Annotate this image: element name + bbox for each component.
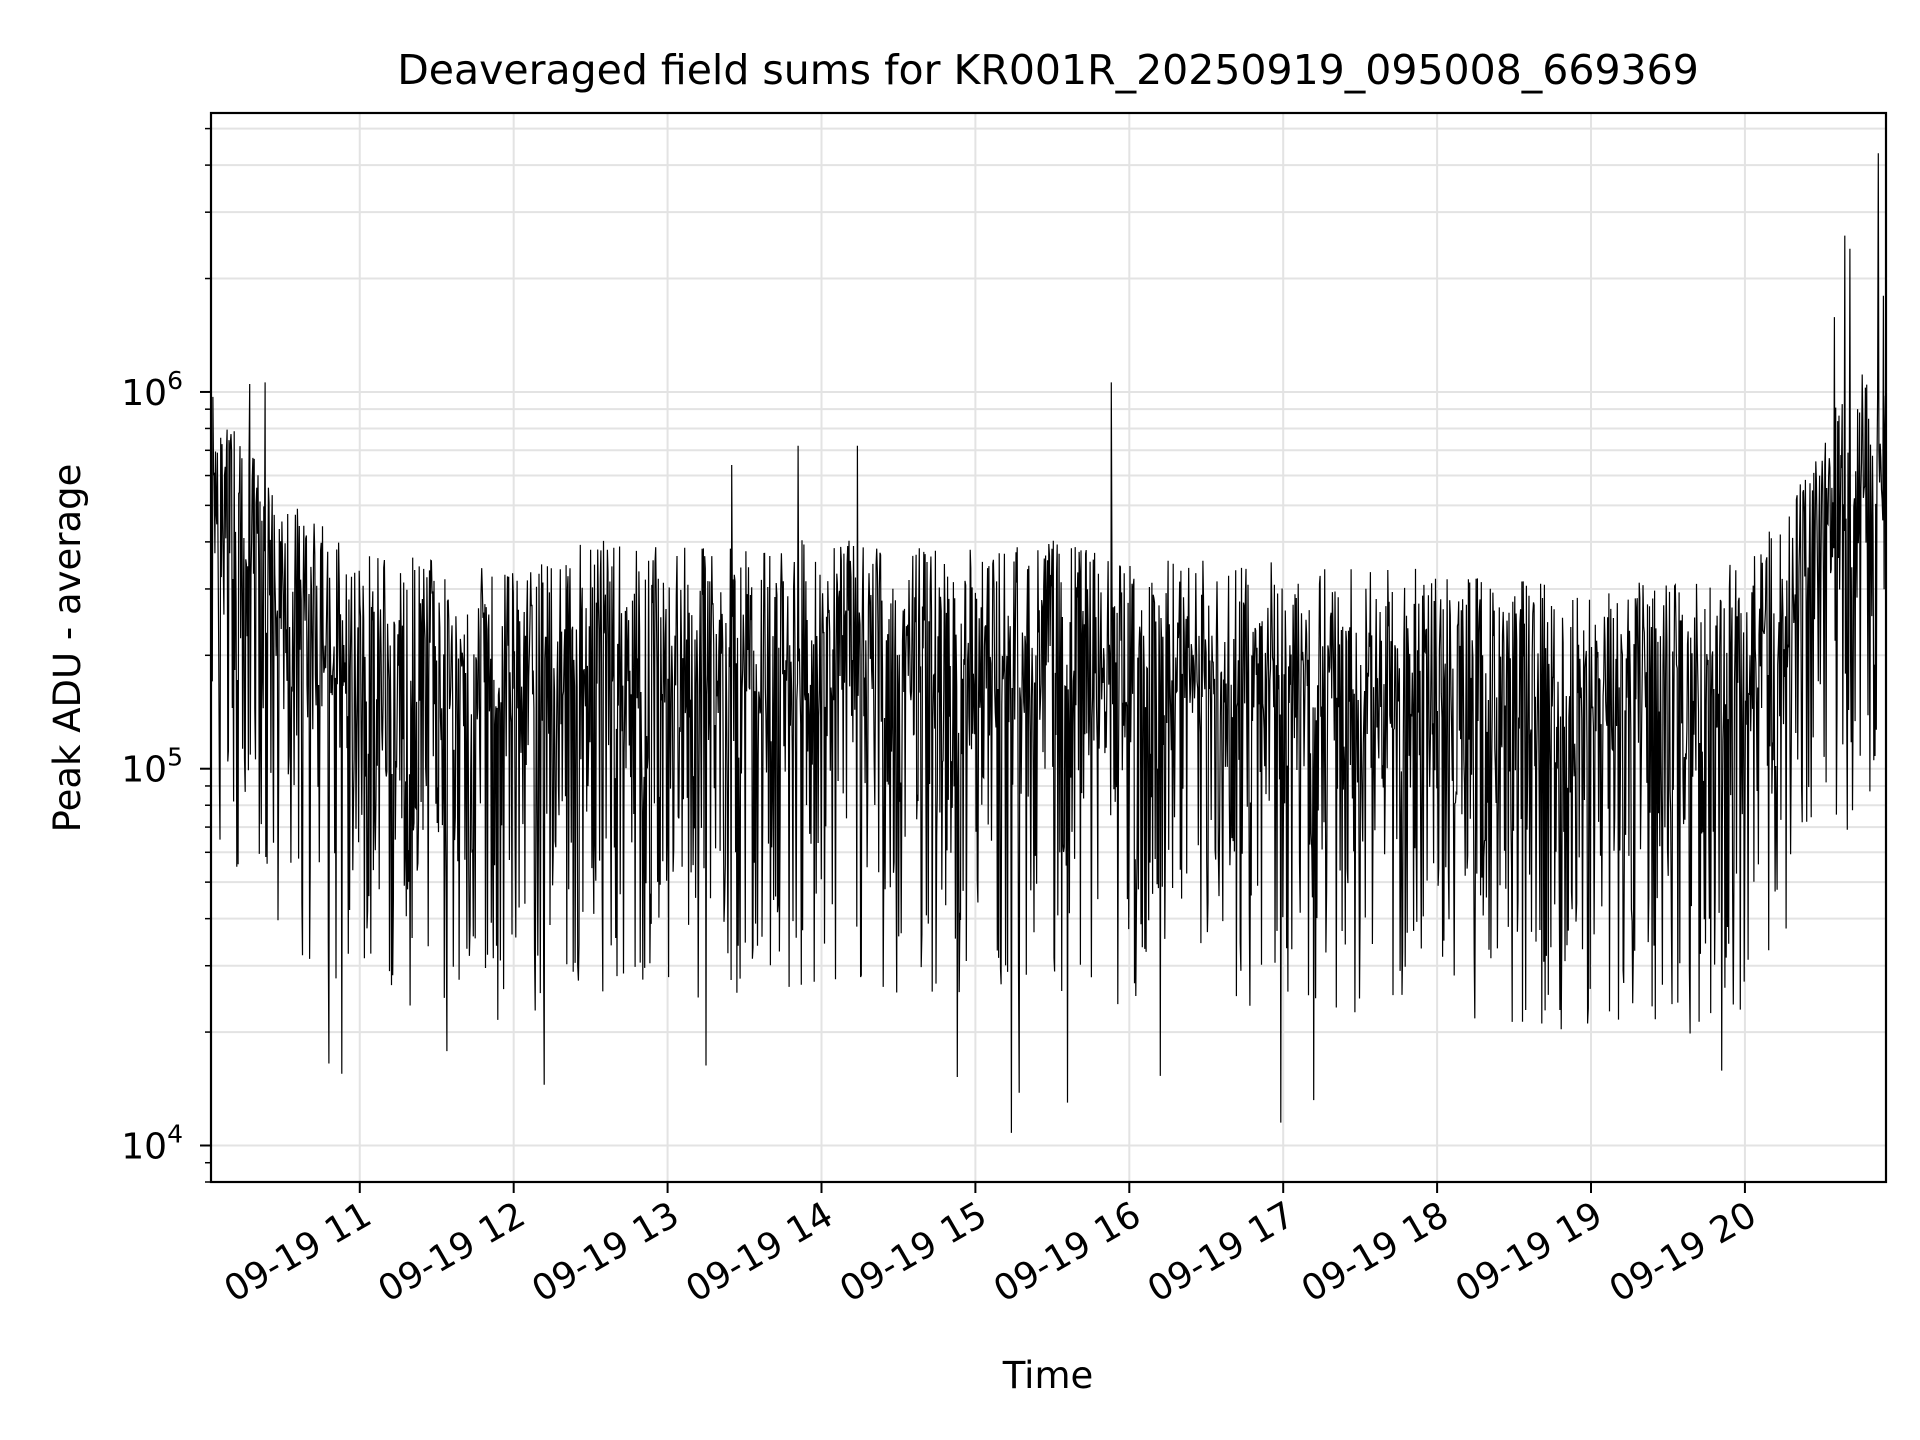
- y-axis: 104 105 106: [121, 127, 211, 1183]
- series-line: [211, 153, 1886, 1133]
- y-axis-label: Peak ADU - average: [46, 464, 89, 833]
- y-tick-label: 105: [121, 743, 183, 791]
- y-tick-label: 104: [121, 1119, 183, 1167]
- x-axis-label: Time: [1002, 1354, 1094, 1397]
- plot-area: [211, 153, 1886, 1133]
- y-tick-label: 106: [121, 366, 183, 414]
- chart-title: Deaveraged field sums for KR001R_2025091…: [397, 46, 1699, 94]
- axes-frame: [209, 111, 1888, 1184]
